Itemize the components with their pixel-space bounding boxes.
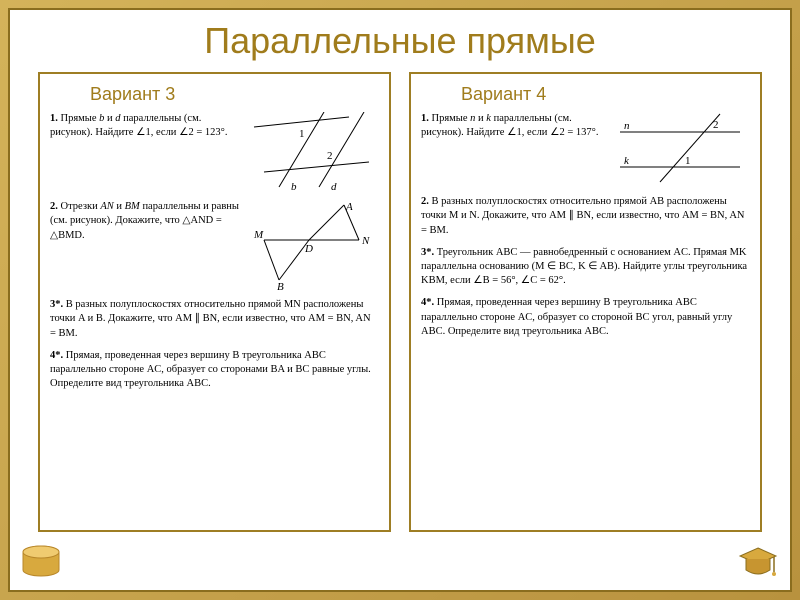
lbl: 2	[713, 119, 719, 131]
v4-figure-1: 2 1 n k	[610, 112, 750, 187]
t: Прямая, проведенная через вершину B треу…	[50, 350, 371, 389]
v3-figure-2: A B M N D	[249, 200, 379, 290]
inner-frame: Параллельные прямые Вариант 3 1. Прямые …	[8, 8, 792, 592]
v4-problem-4: 4*. Прямая, проведенная через вершину B …	[421, 296, 750, 339]
p-num: 1.	[50, 113, 58, 124]
v4-problem-2: 2. В разных полуплоскостях относительно …	[421, 195, 750, 238]
t: AN	[100, 201, 113, 212]
p-num: 4*.	[50, 350, 63, 361]
lbl: B	[277, 281, 284, 290]
t: В разных полуплоскостях относительно пря…	[50, 299, 371, 338]
lbl: 2	[327, 150, 333, 162]
t: и	[104, 113, 115, 124]
card-variant-3: Вариант 3 1. Прямые b и d параллельны (с…	[38, 72, 391, 532]
page-title: Параллельные прямые	[38, 20, 762, 62]
lbl: A	[345, 201, 353, 213]
t: и	[475, 113, 486, 124]
t: Треугольник ABC — равнобедренный с основ…	[421, 247, 747, 286]
graduation-cap-icon	[736, 544, 780, 584]
cylinder-icon	[20, 544, 62, 578]
t: Прямые	[61, 113, 100, 124]
p-num: 3*.	[421, 247, 434, 258]
outer-frame: Параллельные прямые Вариант 3 1. Прямые …	[0, 0, 800, 600]
t: , если	[151, 127, 179, 138]
v3-problem-2: 2. Отрезки AN и BM параллельны и равны (…	[50, 200, 379, 290]
p-num: 4*.	[421, 297, 434, 308]
t: ∠1	[507, 127, 522, 138]
lbl: D	[304, 243, 313, 255]
columns: Вариант 3 1. Прямые b и d параллельны (с…	[38, 72, 762, 532]
v3-problem-3: 3*. В разных полуплоскостях относительно…	[50, 298, 379, 341]
lbl: b	[291, 181, 297, 192]
t: и	[114, 201, 125, 212]
t: В разных полуплоскостях относительно пря…	[421, 196, 744, 235]
t: BM	[125, 201, 140, 212]
corner-icons	[10, 544, 790, 584]
t: ∠1	[136, 127, 151, 138]
card-variant-4: Вариант 4 1. Прямые n и k параллельны (с…	[409, 72, 762, 532]
p-num: 2.	[50, 201, 58, 212]
v3-figure-1: 1 2 b d	[249, 112, 379, 192]
t: Прямые	[432, 113, 471, 124]
t: ∠2 = 137°.	[550, 127, 598, 138]
v3-problem-1: 1. Прямые b и d параллельны (см. рисунок…	[50, 112, 379, 192]
t: ∠2 = 123°.	[179, 127, 227, 138]
variant-label-3: Вариант 3	[50, 82, 379, 106]
lbl: 1	[685, 155, 691, 167]
v3-problem-4: 4*. Прямая, проведенная через вершину B …	[50, 349, 379, 392]
lbl: d	[331, 181, 337, 192]
variant-label-4: Вариант 4	[421, 82, 750, 106]
v4-problem-3: 3*. Треугольник ABC — равнобедренный с о…	[421, 246, 750, 289]
lbl: k	[624, 155, 630, 167]
t: , если	[522, 127, 550, 138]
p-num: 1.	[421, 113, 429, 124]
lbl: n	[624, 120, 630, 132]
p-num: 3*.	[50, 299, 63, 310]
v4-problem-1: 1. Прямые n и k параллельны (см. рисунок…	[421, 112, 750, 187]
lbl: M	[253, 229, 264, 241]
p-num: 2.	[421, 196, 429, 207]
lbl: N	[361, 235, 370, 247]
lbl: 1	[299, 128, 305, 140]
t: Отрезки	[61, 201, 101, 212]
t: Прямая, проведенная через вершину B треу…	[421, 297, 732, 336]
